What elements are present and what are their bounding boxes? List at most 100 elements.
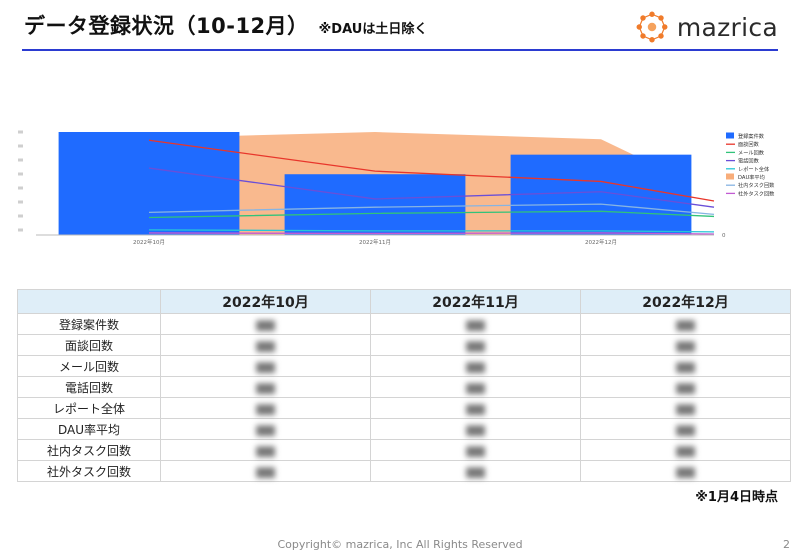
copyright-footer: Copyright© mazrica, Inc All Rights Reser… xyxy=(277,538,523,551)
redacted-value: ▆▆ xyxy=(676,380,695,394)
redacted-value-cell: ▆▆ xyxy=(580,418,791,440)
redacted-value: ▆▆ xyxy=(256,317,275,331)
table-row: レポート全体 ▆▆ ▆▆ ▆▆ xyxy=(17,397,791,419)
redacted-value-cell: ▆▆ xyxy=(160,418,371,440)
line-series xyxy=(148,139,715,202)
redacted-value: ▆▆ xyxy=(466,422,485,436)
redacted-value-cell: ▆▆ xyxy=(160,397,371,419)
redacted-value: ▆▆ xyxy=(256,338,275,352)
column-header: 2022年12月 xyxy=(580,289,791,314)
redacted-value: ▆▆ xyxy=(256,422,275,436)
table-row: 電話回数 ▆▆ ▆▆ ▆▆ xyxy=(17,376,791,398)
legend-swatch xyxy=(726,173,734,180)
legend-label: レポート全体 xyxy=(738,165,770,173)
table-corner-cell xyxy=(17,289,161,314)
redacted-value: ▆▆ xyxy=(256,359,275,373)
redacted-value-cell: ▆▆ xyxy=(160,355,371,377)
redacted-value-cell: ▆▆ xyxy=(580,439,791,461)
as-of-note: ※1月4日時点 xyxy=(695,490,778,505)
row-label: 電話回数 xyxy=(17,376,161,398)
redacted-value-cell: ▆▆ xyxy=(370,418,581,440)
redacted-value-cell: ▆▆ xyxy=(580,460,791,482)
page-number: 2 xyxy=(783,538,790,551)
row-label: 社外タスク回数 xyxy=(17,460,161,482)
x-tick-label: 2022年10月 xyxy=(133,238,165,246)
redacted-value-cell: ▆▆ xyxy=(370,439,581,461)
slide-title-bar: データ登録状況（10-12月） ※DAUは土日除く xyxy=(24,10,427,44)
redacted-value: ▆▆ xyxy=(466,317,485,331)
redacted-value: ▆▆ xyxy=(256,401,275,415)
row-label: 登録案件数 xyxy=(17,313,161,335)
mazrica-logo-icon xyxy=(636,11,668,43)
table-row: 社内タスク回数 ▆▆ ▆▆ ▆▆ xyxy=(17,439,791,461)
slide-title: データ登録状況（10-12月） xyxy=(24,14,309,38)
table-row: 社外タスク回数 ▆▆ ▆▆ ▆▆ xyxy=(17,460,791,482)
redacted-value-cell: ▆▆ xyxy=(580,334,791,356)
redacted-value-cell: ▆▆ xyxy=(370,376,581,398)
title-divider xyxy=(22,49,778,51)
row-label: 面談回数 xyxy=(17,334,161,356)
logo-wordmark: mazrica xyxy=(676,12,778,42)
redacted-value: ▆▆ xyxy=(676,317,695,331)
redacted-value: ▆▆ xyxy=(256,443,275,457)
legend-label: DAU率平均 xyxy=(738,173,765,181)
redacted-value-cell: ▆▆ xyxy=(160,334,371,356)
table-row: メール回数 ▆▆ ▆▆ ▆▆ xyxy=(17,355,791,377)
redacted-value-cell: ▆▆ xyxy=(580,397,791,419)
legend-swatch xyxy=(726,132,734,139)
x-tick-label: 2022年12月 xyxy=(585,238,617,246)
y-right-tick-label: 0 xyxy=(722,233,726,239)
legend-label: 電話回数 xyxy=(738,157,760,165)
legend-label: メール回数 xyxy=(738,148,765,156)
line-series xyxy=(148,229,715,233)
bar xyxy=(510,154,692,235)
x-tick-label: 2022年11月 xyxy=(359,238,391,246)
redacted-value-cell: ▆▆ xyxy=(580,376,791,398)
redacted-value-cell: ▆▆ xyxy=(370,334,581,356)
redacted-value-cell: ▆▆ xyxy=(160,439,371,461)
legend-label: 面談回数 xyxy=(738,140,760,148)
redacted-value-cell: ▆▆ xyxy=(370,313,581,335)
redacted-value-cell: ▆▆ xyxy=(580,355,791,377)
legend-label: 社内タスク回数 xyxy=(738,181,775,189)
legend-label: 社外タスク回数 xyxy=(738,189,775,197)
column-header: 2022年10月 xyxy=(160,289,371,314)
data-table: 2022年10月 2022年11月 2022年12月 登録案件数 ▆▆ ▆▆ ▆▆ 面談… xyxy=(17,289,791,482)
row-label: メール回数 xyxy=(17,355,161,377)
redacted-value: ▆▆ xyxy=(466,443,485,457)
redacted-value: ▆▆ xyxy=(676,401,695,415)
line-series xyxy=(148,232,715,235)
legend-label: 登録案件数 xyxy=(738,132,765,140)
redacted-value: ▆▆ xyxy=(466,380,485,394)
table-header-row: 2022年10月 2022年11月 2022年12月 xyxy=(17,289,791,314)
slide-subtitle: ※DAUは土日除く xyxy=(318,22,428,37)
redacted-value: ▆▆ xyxy=(466,464,485,478)
row-label: 社内タスク回数 xyxy=(17,439,161,461)
redacted-value-cell: ▆▆ xyxy=(370,355,581,377)
redacted-value: ▆▆ xyxy=(676,443,695,457)
row-label: DAU率平均 xyxy=(17,418,161,440)
redacted-value-cell: ▆▆ xyxy=(160,313,371,335)
mazrica-logo: mazrica xyxy=(635,10,778,44)
redacted-value-cell: ▆▆ xyxy=(580,313,791,335)
redacted-value: ▆▆ xyxy=(676,359,695,373)
redacted-value: ▆▆ xyxy=(676,422,695,436)
redacted-value: ▆▆ xyxy=(676,338,695,352)
bar xyxy=(58,132,240,235)
line-series xyxy=(148,210,715,219)
bar xyxy=(284,174,466,235)
table-row: DAU率平均 ▆▆ ▆▆ ▆▆ xyxy=(17,418,791,440)
line-series xyxy=(148,203,715,216)
redacted-value: ▆▆ xyxy=(466,401,485,415)
line-series xyxy=(148,167,715,208)
row-label: レポート全体 xyxy=(17,397,161,419)
redacted-value: ▆▆ xyxy=(466,338,485,352)
redacted-value: ▆▆ xyxy=(256,464,275,478)
redacted-value: ▆▆ xyxy=(466,359,485,373)
redacted-value-cell: ▆▆ xyxy=(160,376,371,398)
column-header: 2022年11月 xyxy=(370,289,581,314)
redacted-value: ▆▆ xyxy=(256,380,275,394)
redacted-value: ▆▆ xyxy=(676,464,695,478)
combo-chart: 2022年10月 2022年11月 2022年12月 0 登録案件数面談回数メール回数電… xyxy=(18,130,775,246)
table-row: 面談回数 ▆▆ ▆▆ ▆▆ xyxy=(17,334,791,356)
